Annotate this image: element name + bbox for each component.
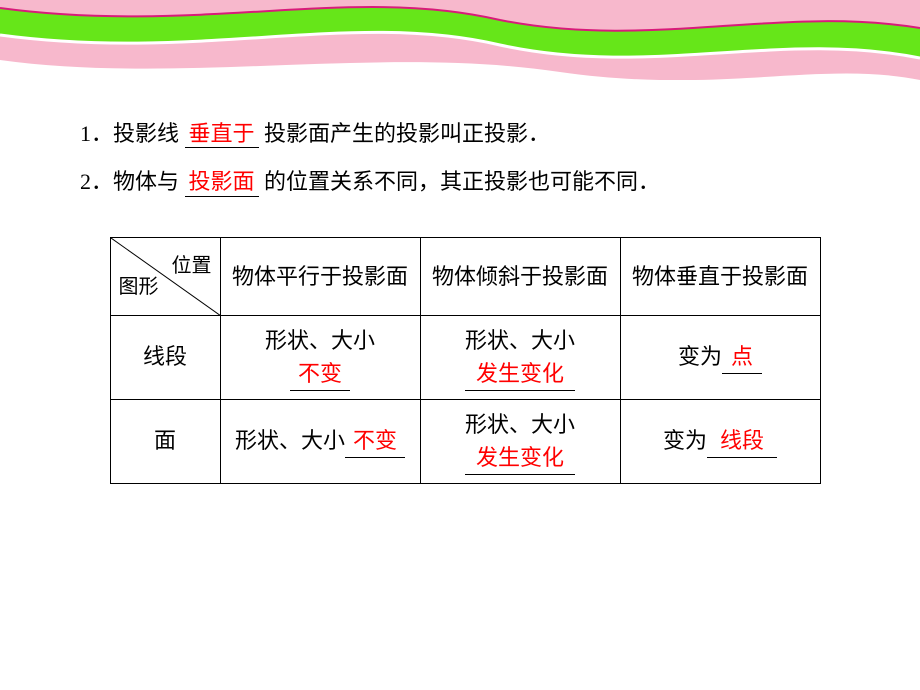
header-1-text: 物体倾斜于投影面 (427, 260, 614, 293)
cell-0-1-pre: 形状、大小 (465, 328, 575, 353)
s1-blank: 垂直于 (185, 121, 259, 148)
s2-blank: 投影面 (185, 169, 259, 196)
corner-top-label: 位置 (172, 244, 212, 288)
s1-post: 投影面产生的投影叫正投影． (264, 121, 550, 146)
cell-1-0-pre: 形状、大小 (235, 428, 345, 453)
cell-1-2-ans: 线段 (720, 428, 764, 453)
corner-cell: 位置 图形 (110, 237, 220, 315)
row-0-label: 线段 (110, 315, 220, 399)
cell-1-1-pre: 形状、大小 (465, 412, 575, 437)
cell-1-1-ans: 发生变化 (476, 445, 564, 470)
header-0-text: 物体平行于投影面 (227, 260, 414, 293)
cell-1-0-ans: 不变 (353, 428, 397, 453)
header-parallel: 物体平行于投影面 (220, 237, 420, 315)
cell-0-1: 形状、大小 发生变化 (420, 315, 620, 399)
header-row: 位置 图形 物体平行于投影面 物体倾斜于投影面 物体垂直于投影面 (110, 237, 820, 315)
corner-bottom-label: 图形 (119, 265, 159, 309)
banner-svg (0, 0, 920, 80)
header-oblique: 物体倾斜于投影面 (420, 237, 620, 315)
cell-0-0: 形状、大小 不变 (220, 315, 420, 399)
statement-2: 2．物体与 投影面 的位置关系不同，其正投影也可能不同． (80, 158, 850, 206)
cell-0-2-ans: 点 (731, 344, 753, 369)
s2-pre: 2．物体与 (80, 169, 179, 194)
table-row: 面 形状、大小不变 形状、大小 发生变化 变为线段 (110, 399, 820, 483)
cell-0-0-ans: 不变 (298, 361, 342, 386)
row-1-label: 面 (110, 399, 220, 483)
cell-1-0: 形状、大小不变 (220, 399, 420, 483)
cell-1-2-pre: 变为 (663, 428, 707, 453)
cell-1-1: 形状、大小 发生变化 (420, 399, 620, 483)
cell-0-1-ans: 发生变化 (476, 361, 564, 386)
table-row: 线段 形状、大小 不变 形状、大小 发生变化 变为点 (110, 315, 820, 399)
cell-0-2: 变为点 (620, 315, 820, 399)
header-2-text: 物体垂直于投影面 (627, 260, 814, 293)
projection-table: 位置 图形 物体平行于投影面 物体倾斜于投影面 物体垂直于投影面 线段 形状、大… (110, 237, 821, 484)
decorative-banner (0, 0, 920, 80)
cell-1-2: 变为线段 (620, 399, 820, 483)
statement-1: 1．投影线 垂直于 投影面产生的投影叫正投影． (80, 110, 850, 158)
header-perpendicular: 物体垂直于投影面 (620, 237, 820, 315)
content-area: 1．投影线 垂直于 投影面产生的投影叫正投影． 2．物体与 投影面 的位置关系不… (0, 80, 920, 484)
s2-post: 的位置关系不同，其正投影也可能不同． (264, 169, 660, 194)
s1-pre: 1．投影线 (80, 121, 179, 146)
cell-0-2-pre: 变为 (678, 344, 722, 369)
table-wrapper: 位置 图形 物体平行于投影面 物体倾斜于投影面 物体垂直于投影面 线段 形状、大… (80, 237, 850, 484)
cell-0-0-pre: 形状、大小 (265, 328, 375, 353)
